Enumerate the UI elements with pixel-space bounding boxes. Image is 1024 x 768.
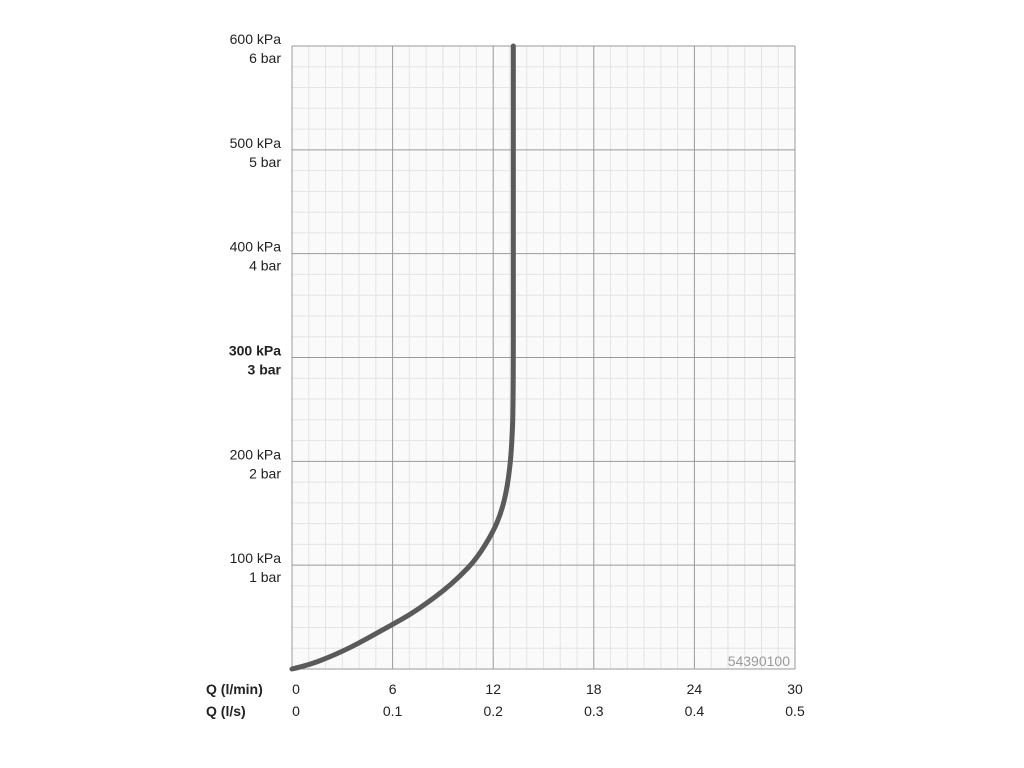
y-tick-label-bar: 5 bar bbox=[249, 154, 281, 170]
y-tick-label-kpa: 500 kPa bbox=[230, 135, 282, 151]
y-tick-label-kpa: 600 kPa bbox=[230, 31, 282, 47]
x-axis-secondary-title: Q (l/s) bbox=[206, 703, 246, 719]
y-tick-label-bar: 1 bar bbox=[249, 569, 281, 585]
y-tick-label-kpa: 300 kPa bbox=[229, 343, 281, 359]
x-tick-label-lmin: 24 bbox=[687, 681, 703, 697]
x-tick-label-lmin: 12 bbox=[485, 681, 501, 697]
y-tick-label-bar: 6 bar bbox=[249, 50, 281, 66]
x-tick-label-lmin: 18 bbox=[586, 681, 602, 697]
x-axis-primary-title: Q (l/min) bbox=[206, 681, 263, 697]
x-tick-label-lmin: 0 bbox=[292, 681, 300, 697]
x-tick-label-ls: 0.2 bbox=[483, 703, 503, 719]
x-axis-tick-labels: 0 0 6 0.1 12 0.2 18 0.3 24 0.4 30 0.5 bbox=[292, 681, 805, 719]
x-tick-label-ls: 0.1 bbox=[383, 703, 403, 719]
y-tick-label-bar: 4 bar bbox=[249, 258, 281, 274]
x-tick-label-lmin: 30 bbox=[787, 681, 803, 697]
series-line bbox=[289, 43, 516, 672]
y-tick-label-kpa: 400 kPa bbox=[230, 239, 282, 255]
y-tick-label-kpa: 100 kPa bbox=[230, 550, 282, 566]
chart-annotation: 54390100 bbox=[728, 653, 791, 669]
series-layer bbox=[289, 43, 516, 672]
y-tick-label-bar: 2 bar bbox=[249, 465, 281, 481]
y-axis-tick-labels: 100 kPa 1 bar 200 kPa 2 bar 300 kPa 3 bar 400 … bbox=[229, 31, 282, 585]
x-tick-label-ls: 0 bbox=[292, 703, 300, 719]
major-grid bbox=[291, 45, 796, 670]
x-tick-label-ls: 0.3 bbox=[584, 703, 604, 719]
y-tick-label-bar: 3 bar bbox=[248, 362, 282, 378]
y-tick-label-kpa: 200 kPa bbox=[230, 446, 282, 462]
x-tick-label-lmin: 6 bbox=[389, 681, 397, 697]
x-tick-label-ls: 0.4 bbox=[685, 703, 705, 719]
x-tick-label-ls: 0.5 bbox=[785, 703, 805, 719]
